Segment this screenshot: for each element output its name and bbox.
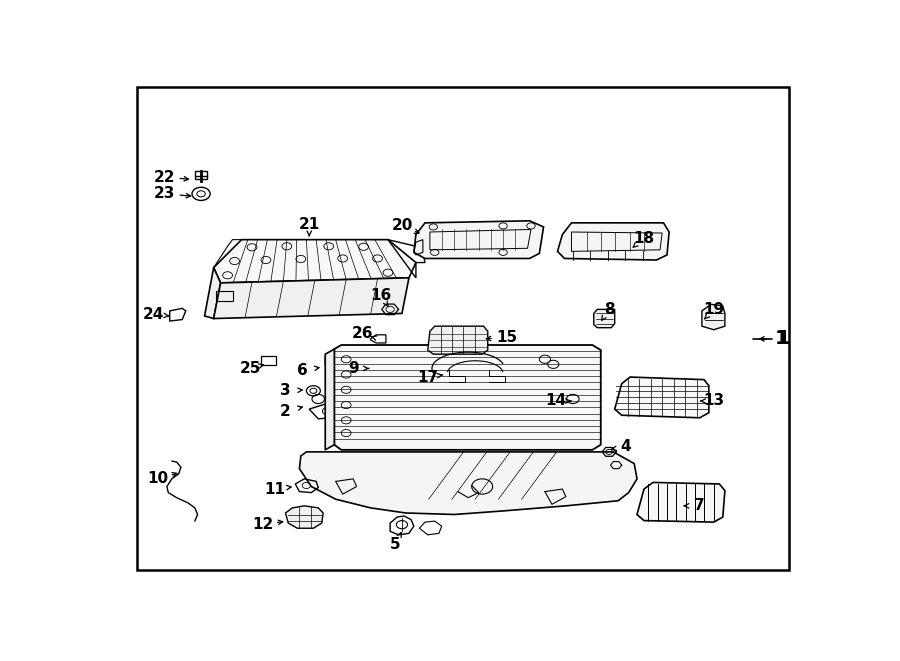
Text: 19: 19 xyxy=(703,302,724,317)
Text: 23: 23 xyxy=(154,186,176,202)
Polygon shape xyxy=(702,304,724,330)
Polygon shape xyxy=(334,345,601,450)
Text: 5: 5 xyxy=(390,537,400,551)
Polygon shape xyxy=(213,240,416,283)
Bar xyxy=(194,171,207,178)
Polygon shape xyxy=(300,452,637,514)
Bar xyxy=(261,356,276,366)
Bar xyxy=(369,345,374,369)
Polygon shape xyxy=(285,506,323,528)
Text: 2: 2 xyxy=(280,404,291,418)
Polygon shape xyxy=(615,377,709,418)
Text: 1: 1 xyxy=(775,329,789,348)
Text: 7: 7 xyxy=(695,498,705,514)
Text: 13: 13 xyxy=(703,393,724,408)
Polygon shape xyxy=(204,268,220,319)
Text: 25: 25 xyxy=(240,361,261,376)
Text: 6: 6 xyxy=(297,363,308,378)
Text: 12: 12 xyxy=(252,517,273,532)
Text: 14: 14 xyxy=(544,393,566,408)
Text: 9: 9 xyxy=(347,361,358,376)
Polygon shape xyxy=(637,483,724,522)
Text: 17: 17 xyxy=(418,369,438,385)
Text: 16: 16 xyxy=(371,288,392,303)
Polygon shape xyxy=(213,278,409,319)
Text: 20: 20 xyxy=(392,218,412,233)
Text: 22: 22 xyxy=(154,169,176,184)
Polygon shape xyxy=(414,221,544,258)
Text: 4: 4 xyxy=(620,440,631,454)
Text: 3: 3 xyxy=(280,383,291,399)
Text: 1: 1 xyxy=(777,329,790,348)
Polygon shape xyxy=(428,326,488,354)
Text: 15: 15 xyxy=(496,330,518,346)
Text: 18: 18 xyxy=(634,231,654,246)
Text: 8: 8 xyxy=(604,302,615,317)
Text: 24: 24 xyxy=(142,307,164,322)
Text: 21: 21 xyxy=(299,217,320,232)
Text: 26: 26 xyxy=(352,327,373,341)
Polygon shape xyxy=(325,349,334,450)
Polygon shape xyxy=(557,223,669,260)
Text: 10: 10 xyxy=(148,471,168,486)
Bar xyxy=(216,291,233,301)
Text: 11: 11 xyxy=(264,482,284,496)
Polygon shape xyxy=(594,309,615,328)
